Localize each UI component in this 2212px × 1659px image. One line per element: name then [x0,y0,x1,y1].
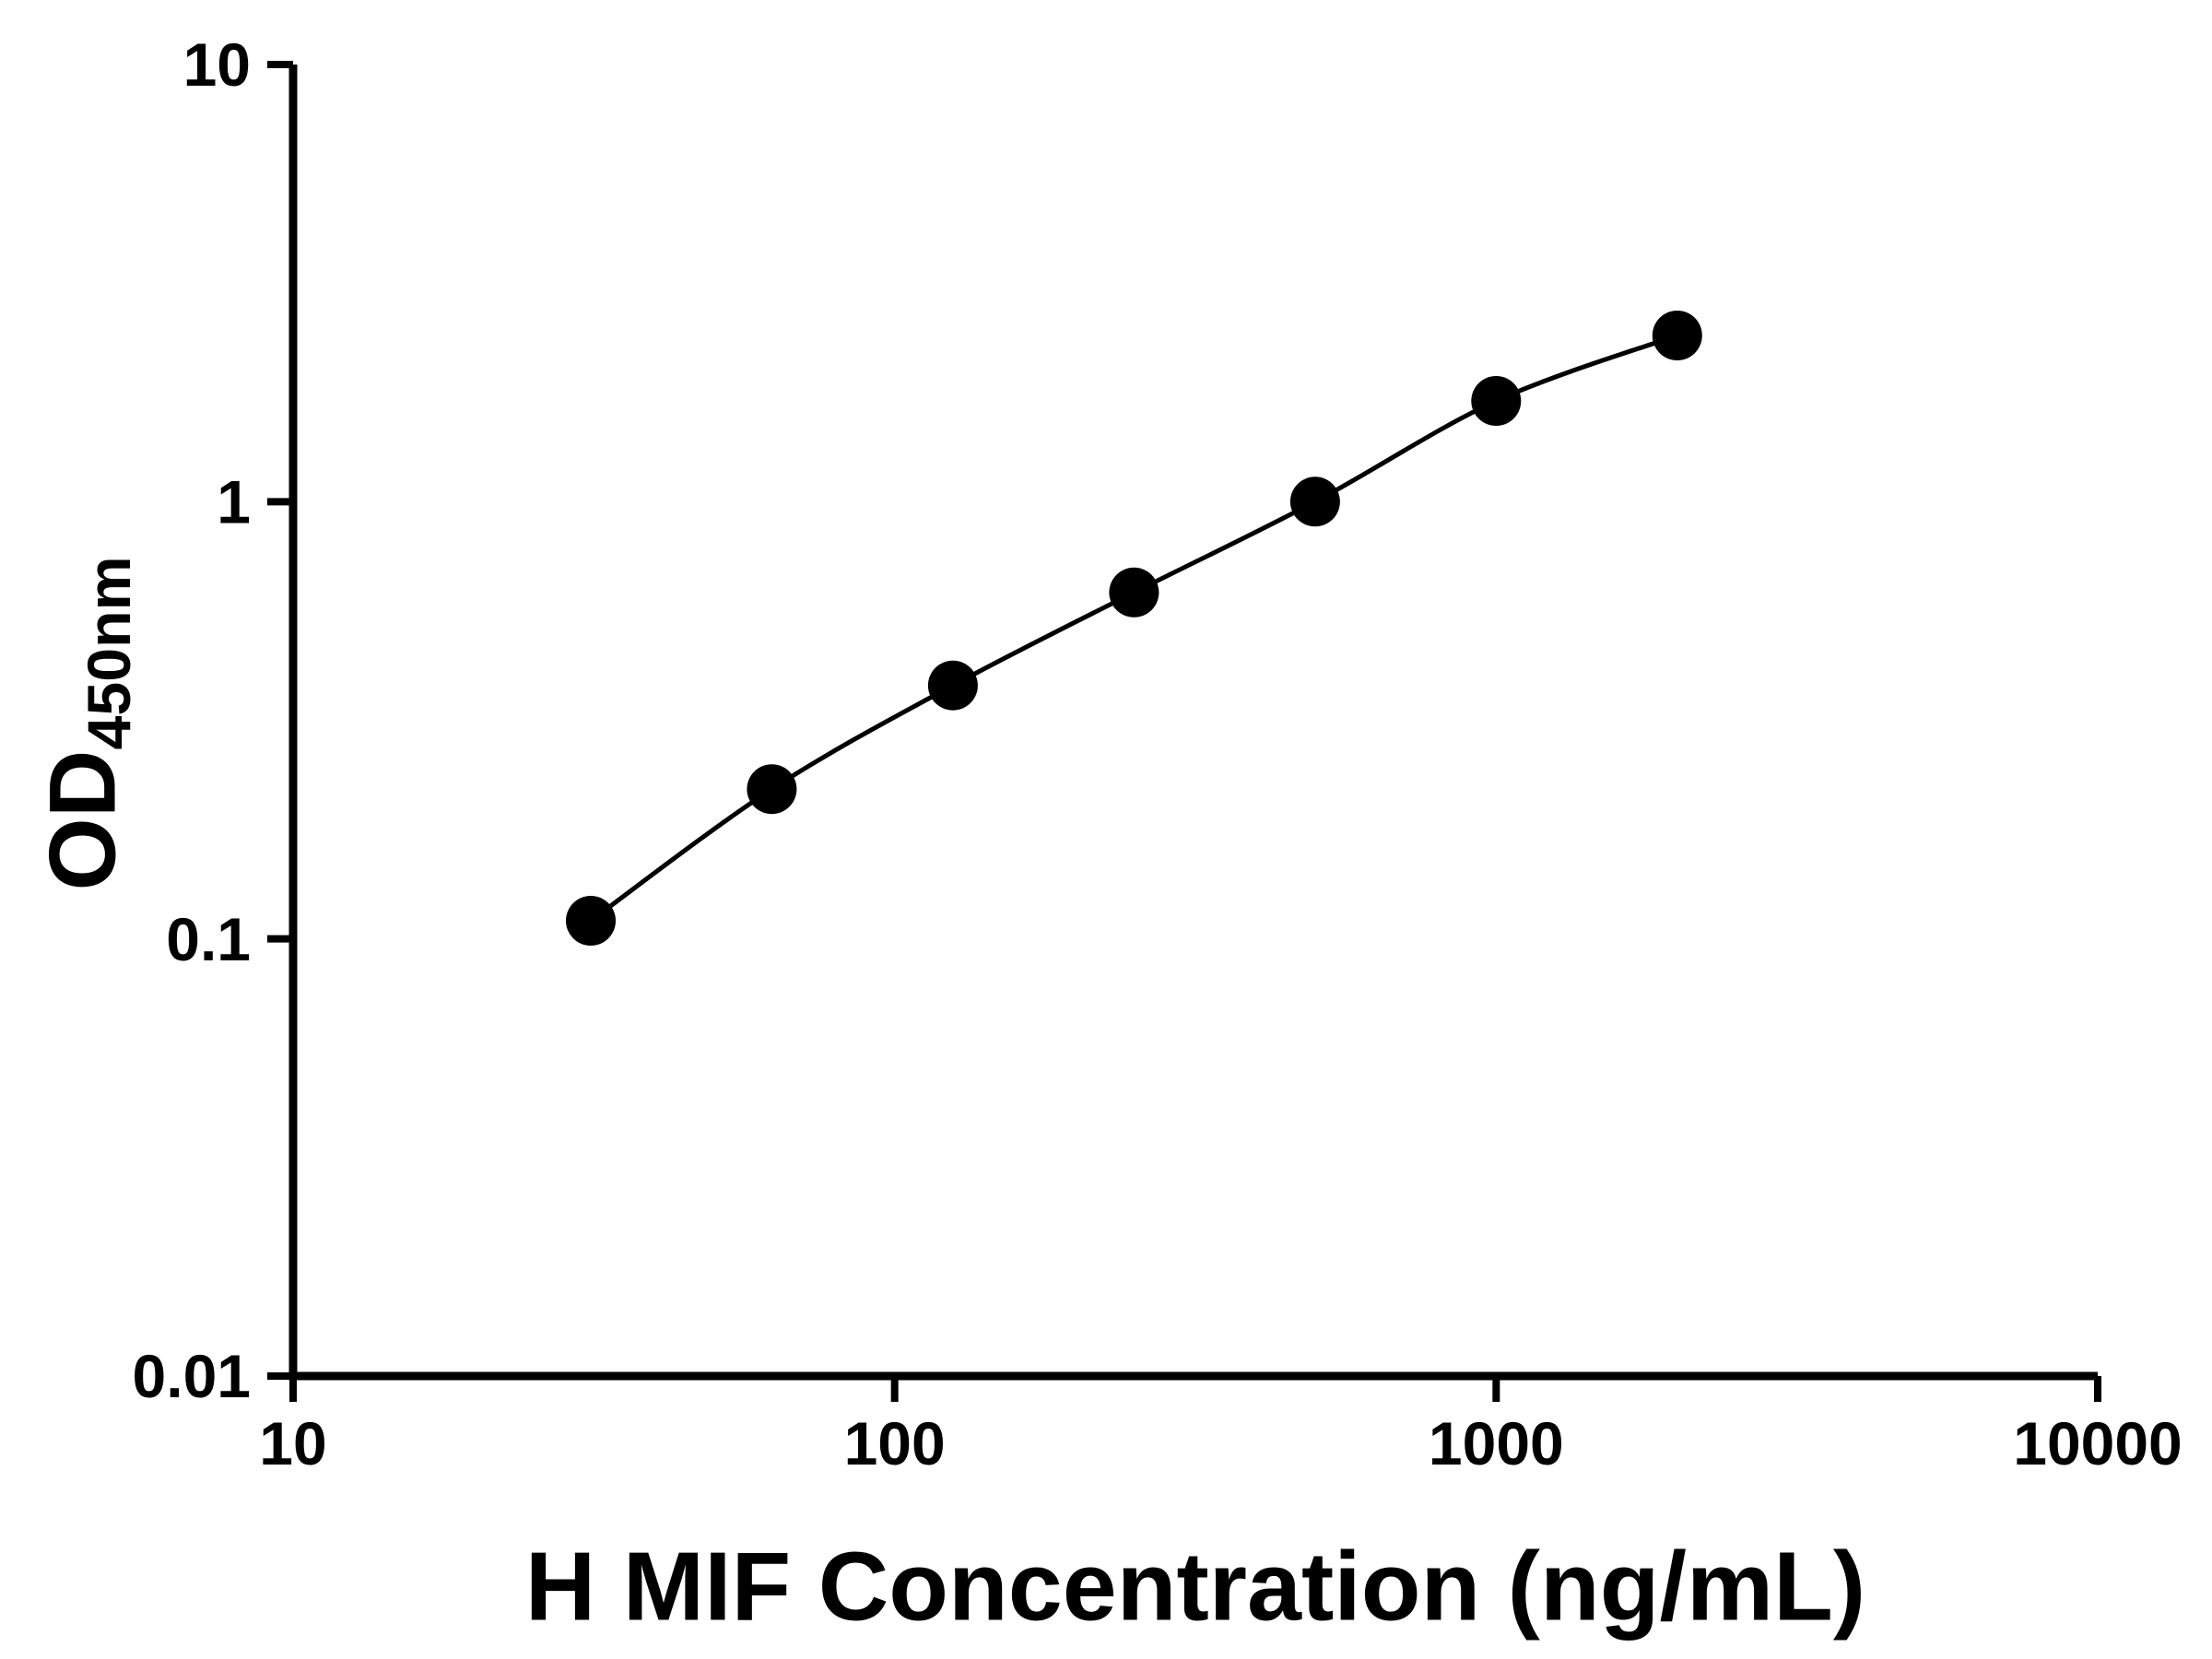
y-tick-label: 0.01 [133,1342,251,1410]
x-tick-label: 10000 [2013,1409,2183,1477]
y-axis-title-main: OD [29,749,135,891]
y-axis-title-subscript: 450nm [76,556,145,750]
x-tick-label: 10 [259,1409,326,1477]
data-point [566,896,616,946]
data-point [1652,311,1702,360]
y-tick-label: 10 [183,30,251,99]
data-point [747,764,797,815]
x-tick-label: 100 [844,1409,946,1477]
data-point [1471,376,1522,426]
curve-line [589,333,1678,924]
x-tick-label: 1000 [1429,1409,1564,1477]
data-point [927,660,978,711]
y-tick-label: 0.1 [166,905,251,973]
axis-line [288,65,2098,1381]
data-point [1289,477,1340,527]
x-axis-title: H MIF Concentration (ng/mL) [524,1532,1866,1641]
y-tick-label: 1 [217,467,251,535]
data-point [1109,567,1159,618]
y-axis-title: OD450nm [29,556,145,891]
